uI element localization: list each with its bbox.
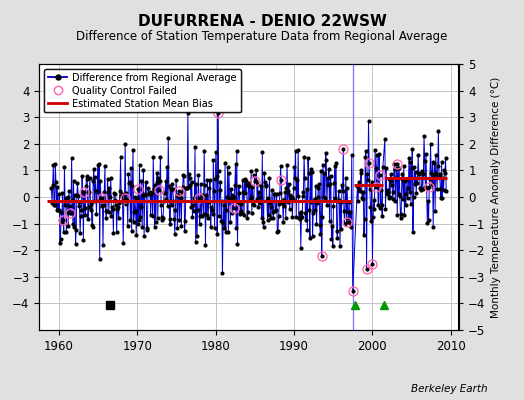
Text: Difference of Station Temperature Data from Regional Average: Difference of Station Temperature Data f…: [77, 30, 447, 43]
Text: DUFURRENA - DENIO 22WSW: DUFURRENA - DENIO 22WSW: [138, 14, 386, 29]
Text: Berkeley Earth: Berkeley Earth: [411, 384, 487, 394]
Y-axis label: Monthly Temperature Anomaly Difference (°C): Monthly Temperature Anomaly Difference (…: [491, 76, 501, 318]
Legend: Difference from Regional Average, Quality Control Failed, Estimated Station Mean: Difference from Regional Average, Qualit…: [44, 69, 241, 112]
